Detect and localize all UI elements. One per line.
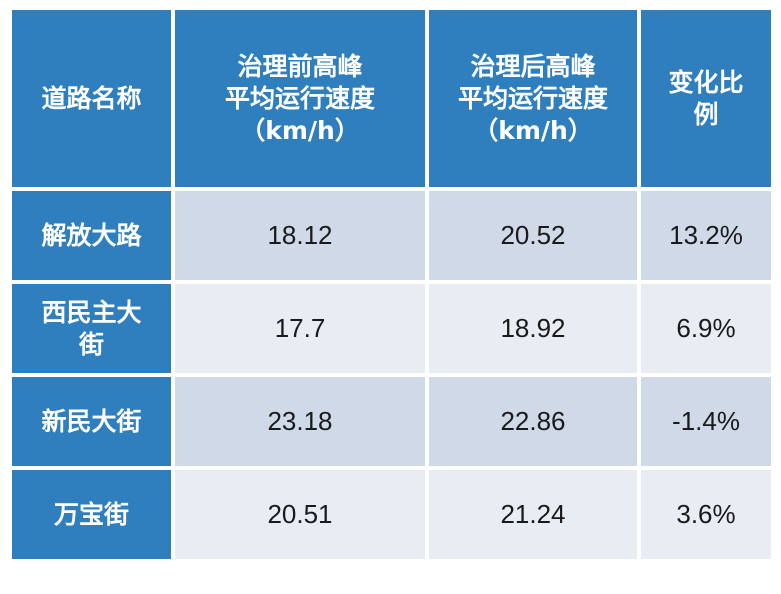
header-change-ratio-line-1: 变化比	[668, 67, 744, 97]
speed-comparison-table: 道路名称 治理前高峰 平均运行速度 （km/h） 治理后高峰 平均运行速度 （k…	[8, 6, 775, 563]
road-name-line: 万宝街	[53, 499, 129, 529]
header-speed-after-line-2: 平均运行速度	[457, 83, 608, 113]
road-name-cell: 解放大路	[12, 191, 171, 280]
change-ratio-cell: 13.2%	[641, 191, 771, 280]
speed-after-cell: 18.92	[429, 284, 637, 373]
table-row: 新民大街 23.18 22.86 -1.4%	[12, 377, 771, 466]
road-name-line: 西民主大	[41, 297, 142, 327]
header-speed-before-line-2: 平均运行速度	[224, 83, 375, 113]
header-speed-before-line-1: 治理前高峰	[237, 51, 363, 81]
road-name-cell: 万宝街	[12, 470, 171, 559]
header-road-name-line: 道路名称	[41, 83, 142, 113]
header-speed-after-line-1: 治理后高峰	[470, 51, 596, 81]
road-name-line: 新民大街	[41, 406, 142, 436]
speed-before-cell: 18.12	[175, 191, 425, 280]
header-speed-after-unit: （km/h）	[473, 115, 593, 145]
table-row: 万宝街 20.51 21.24 3.6%	[12, 470, 771, 559]
change-ratio-cell: 3.6%	[641, 470, 771, 559]
header-row: 道路名称 治理前高峰 平均运行速度 （km/h） 治理后高峰 平均运行速度 （k…	[12, 10, 771, 187]
road-name-cell: 西民主大 街	[12, 284, 171, 373]
road-name-cell: 新民大街	[12, 377, 171, 466]
change-ratio-cell: 6.9%	[641, 284, 771, 373]
speed-after-cell: 21.24	[429, 470, 637, 559]
table-row: 解放大路 18.12 20.52 13.2%	[12, 191, 771, 280]
table-row: 西民主大 街 17.7 18.92 6.9%	[12, 284, 771, 373]
change-ratio-cell: -1.4%	[641, 377, 771, 466]
speed-before-cell: 17.7	[175, 284, 425, 373]
speed-before-cell: 23.18	[175, 377, 425, 466]
header-speed-after: 治理后高峰 平均运行速度 （km/h）	[429, 10, 637, 187]
header-change-ratio: 变化比 例	[641, 10, 771, 187]
header-change-ratio-line-2: 例	[693, 99, 719, 129]
speed-after-cell: 20.52	[429, 191, 637, 280]
header-road-name: 道路名称	[12, 10, 171, 187]
header-speed-before: 治理前高峰 平均运行速度 （km/h）	[175, 10, 425, 187]
header-speed-before-unit: （km/h）	[240, 115, 360, 145]
speed-before-cell: 20.51	[175, 470, 425, 559]
road-name-line: 街	[78, 329, 104, 359]
road-name-line: 解放大路	[41, 220, 142, 250]
speed-after-cell: 22.86	[429, 377, 637, 466]
